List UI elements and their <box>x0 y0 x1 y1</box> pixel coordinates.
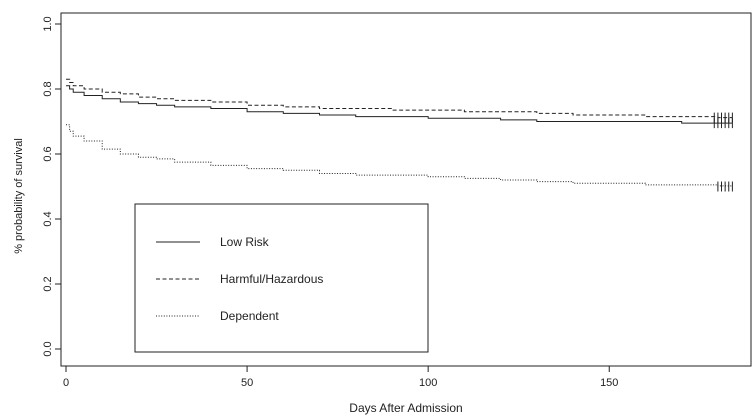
axis-layer: 0 50 100 150 0.0 0.2 0.4 0.6 0.8 1.0 <box>42 16 619 389</box>
legend-label: Harmful/Hazardous <box>220 272 323 286</box>
x-tick-label: 0 <box>63 377 69 389</box>
y-tick-label: 0.2 <box>42 276 54 291</box>
x-tick-label: 50 <box>241 377 253 389</box>
series-line-dependent <box>66 124 733 187</box>
y-axis-label: % probability of survival <box>13 138 25 254</box>
y-tick-label: 0.4 <box>42 211 54 226</box>
y-tick-label: 0.6 <box>42 146 54 161</box>
legend: Low Risk Harmful/Hazardous Dependent <box>156 235 323 323</box>
legend-box <box>134 203 429 353</box>
y-tick-label: 1.0 <box>42 16 54 31</box>
y-tick-label: 0.0 <box>42 341 54 356</box>
series-line-harmful-hazardous <box>66 78 733 119</box>
y-tick-label: 0.8 <box>42 81 54 96</box>
x-axis-label: Days After Admission <box>349 401 462 415</box>
x-tick-label: 150 <box>600 377 618 389</box>
legend-label: Low Risk <box>220 235 270 249</box>
x-tick-label: 100 <box>419 377 437 389</box>
series-layer <box>66 78 733 192</box>
series-line-low-risk <box>66 85 733 124</box>
legend-label: Dependent <box>220 309 279 323</box>
